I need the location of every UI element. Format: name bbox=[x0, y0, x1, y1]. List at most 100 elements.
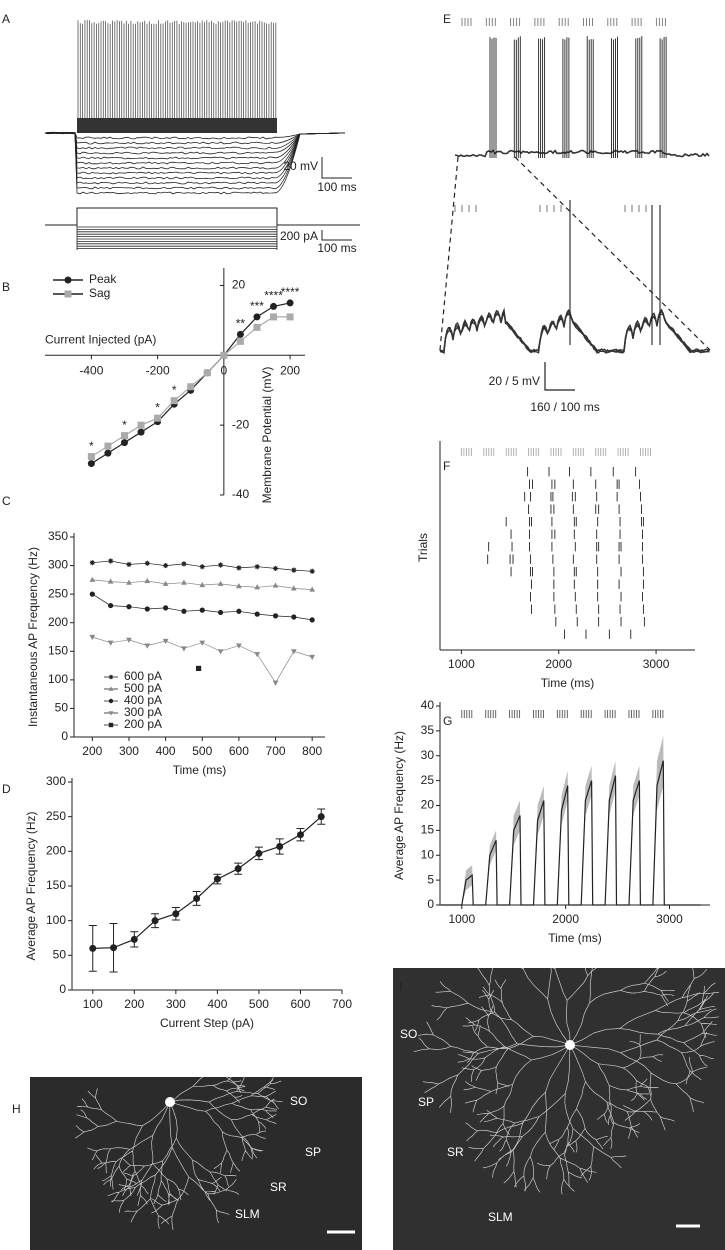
marker bbox=[309, 568, 315, 574]
voltage-trace bbox=[44, 131, 346, 195]
stimulus-burst bbox=[640, 448, 651, 456]
stimulus-burst bbox=[509, 710, 521, 718]
marker bbox=[104, 449, 112, 457]
y-tick-label: 0 bbox=[61, 729, 68, 743]
marker bbox=[89, 944, 97, 952]
marker bbox=[64, 276, 72, 284]
scale-label: 20 mV bbox=[283, 159, 318, 173]
voltage-trace bbox=[439, 307, 710, 355]
marker bbox=[213, 875, 221, 883]
marker bbox=[291, 614, 297, 620]
x-axis-label: Time (ms) bbox=[541, 676, 595, 690]
legend-label: 300 pA bbox=[124, 705, 162, 719]
x-tick-label: 300 bbox=[166, 997, 186, 1011]
x-axis-label: Time (ms) bbox=[173, 763, 227, 777]
marker bbox=[254, 652, 261, 658]
marker bbox=[217, 649, 224, 655]
marker bbox=[286, 299, 294, 307]
panel-letter: I bbox=[399, 980, 402, 994]
voltage-trace bbox=[44, 132, 346, 160]
x-tick-label: -400 bbox=[79, 363, 103, 377]
y-tick-label: 20 bbox=[421, 798, 435, 812]
y-tick-label: 250 bbox=[48, 586, 68, 600]
stimulus-burst bbox=[460, 448, 472, 456]
x-tick-label: 500 bbox=[192, 744, 212, 758]
marker bbox=[181, 608, 187, 614]
x-tick-label: 0 bbox=[221, 363, 228, 377]
scale-bar bbox=[321, 230, 352, 241]
panel-letter: E bbox=[443, 12, 451, 26]
y-tick-label: 10 bbox=[421, 847, 435, 861]
stimulus-burst bbox=[595, 448, 607, 456]
x-tick-label: 200 bbox=[124, 997, 144, 1011]
marker bbox=[110, 944, 118, 952]
voltage-trace bbox=[45, 131, 346, 150]
y-tick-label: 35 bbox=[421, 723, 435, 737]
marker bbox=[236, 608, 242, 614]
stimulus-burst bbox=[617, 448, 629, 456]
stimulus-ticks bbox=[454, 205, 647, 212]
marker bbox=[108, 674, 114, 680]
stimulus-burst bbox=[604, 710, 616, 718]
marker bbox=[291, 567, 297, 573]
marker bbox=[163, 605, 169, 611]
marker bbox=[290, 585, 297, 591]
stimulus-burst bbox=[483, 448, 495, 456]
x-tick-label: -200 bbox=[146, 363, 170, 377]
depolarized-band bbox=[77, 118, 277, 133]
marker bbox=[203, 369, 211, 377]
marker bbox=[217, 562, 224, 568]
y-tick-label: 15 bbox=[421, 823, 435, 837]
marker bbox=[64, 290, 72, 298]
error-band bbox=[441, 735, 701, 905]
marker bbox=[309, 617, 315, 623]
y-axis-label: Trials bbox=[416, 533, 430, 562]
marker bbox=[193, 894, 201, 902]
micrograph bbox=[30, 1077, 362, 1250]
spikes bbox=[569, 200, 661, 345]
y-tick-label: 100 bbox=[48, 672, 68, 686]
stimulus-burst bbox=[580, 710, 592, 718]
y-axis-label: Instantaneous AP Frequency (Hz) bbox=[26, 547, 40, 727]
x-tick-label: 300 bbox=[119, 744, 139, 758]
stimulus-burst bbox=[505, 448, 517, 456]
marker bbox=[89, 576, 96, 582]
marker bbox=[107, 640, 114, 646]
y-tick-label: -20 bbox=[232, 417, 250, 431]
scale-label: 160 / 100 ms bbox=[530, 400, 599, 414]
voltage-trace bbox=[45, 131, 346, 180]
significance-label: **** bbox=[281, 285, 300, 299]
marker bbox=[108, 698, 114, 704]
y-tick-label: 50 bbox=[53, 948, 67, 962]
panel-letter: H bbox=[12, 1102, 21, 1116]
region-label: SO bbox=[400, 1027, 417, 1041]
scale-label: 20 / 5 mV bbox=[489, 374, 540, 388]
marker bbox=[309, 654, 316, 661]
marker bbox=[87, 460, 95, 468]
marker bbox=[144, 643, 151, 649]
significance-label: * bbox=[122, 418, 127, 432]
marker bbox=[272, 613, 279, 619]
series-line bbox=[441, 760, 701, 906]
zoom-guide bbox=[514, 156, 711, 351]
stimulus-burst bbox=[628, 710, 640, 718]
y-axis-label: Membrane Potential (mV) bbox=[260, 367, 274, 504]
marker bbox=[172, 910, 180, 918]
region-label: SLM bbox=[235, 1207, 260, 1221]
panel-letter: D bbox=[2, 782, 11, 796]
x-axis-label: Time (ms) bbox=[548, 931, 602, 945]
marker bbox=[317, 813, 325, 821]
x-axis-label: Current Injected (pA) bbox=[45, 332, 156, 346]
marker bbox=[236, 583, 242, 589]
series-line bbox=[92, 816, 322, 949]
marker bbox=[217, 580, 224, 586]
marker bbox=[170, 397, 178, 405]
y-tick-label: 5 bbox=[427, 872, 434, 886]
voltage-trace bbox=[44, 132, 346, 185]
marker bbox=[144, 577, 151, 584]
marker bbox=[272, 680, 279, 686]
marker bbox=[220, 351, 228, 359]
x-tick-label: 700 bbox=[332, 997, 352, 1011]
soma bbox=[165, 1097, 175, 1107]
